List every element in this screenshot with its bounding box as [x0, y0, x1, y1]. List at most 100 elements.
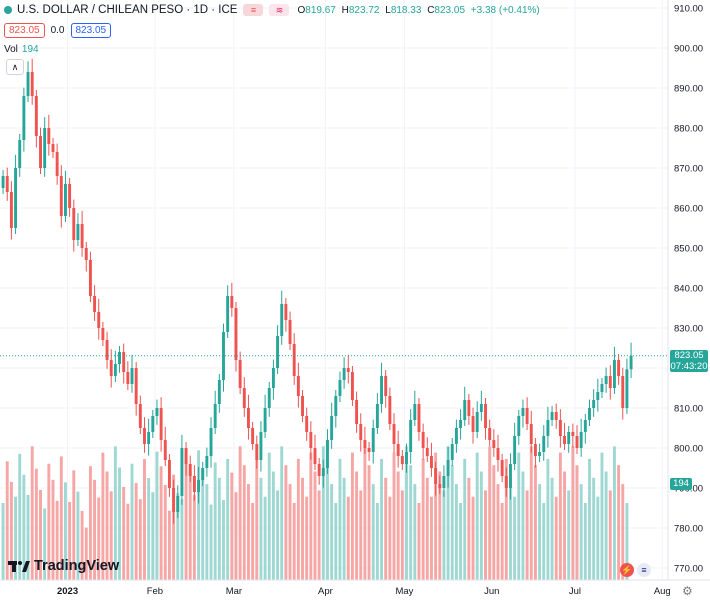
volume-bar [330, 484, 334, 580]
volume-bar [496, 484, 500, 580]
volume-bar [513, 496, 517, 580]
volume-bar [59, 456, 63, 580]
candle-body [64, 184, 67, 216]
compare-icon[interactable]: ≋ [269, 4, 290, 16]
candle-body [546, 420, 550, 436]
volume-bar [321, 446, 325, 580]
volume-bar [155, 451, 159, 580]
sell-price-button[interactable]: 823.05 [4, 23, 45, 38]
collapse-legend-icon[interactable]: ∧ [6, 59, 24, 75]
tradingview-logo[interactable]: TradingView [8, 558, 119, 574]
volume-bar [484, 490, 487, 580]
candle-body [429, 456, 433, 468]
volume-bar [367, 465, 371, 580]
candle-body [147, 432, 151, 444]
candle-body [529, 424, 533, 444]
volume-bar [255, 458, 259, 580]
candle-body [396, 444, 400, 456]
volume-bar [14, 496, 18, 580]
candle-body [375, 404, 379, 428]
volume-bar [147, 478, 151, 580]
flag-icon[interactable]: ≡ [243, 4, 264, 16]
volume-bar [201, 469, 205, 580]
candle-body [509, 464, 512, 488]
candle-body [118, 352, 121, 364]
volume-bar [388, 496, 392, 580]
candle-body [263, 408, 267, 432]
candle-body [338, 380, 342, 396]
candle-body [417, 404, 421, 432]
candle-body [267, 388, 271, 408]
candle-body [97, 312, 101, 328]
volume-bar [421, 458, 425, 580]
volume-bar [521, 471, 525, 580]
volume-axis-label: 194 [670, 478, 692, 490]
candle-body [68, 184, 72, 208]
candle-body [467, 400, 471, 416]
open-label: O [297, 4, 306, 16]
volume-bar [500, 503, 504, 580]
bar-countdown: 07:43:20 [670, 361, 708, 372]
volume-bar [617, 465, 621, 580]
volume-bar [251, 503, 255, 580]
volume-bar [479, 471, 483, 580]
candle-body [313, 448, 317, 464]
candle-body [247, 408, 250, 428]
volume-bar [288, 484, 292, 580]
price-tick-label: 770.00 [674, 564, 703, 575]
candle-body [521, 408, 525, 416]
candle-body [197, 480, 201, 492]
volume-bar [172, 474, 176, 580]
candle-body [409, 420, 413, 452]
candle-body [55, 152, 59, 176]
volume-bar [575, 465, 579, 580]
candle-body [9, 192, 13, 228]
candle-body [479, 404, 483, 412]
volume-value: 194 [21, 44, 39, 55]
candle-body [159, 408, 163, 440]
volume-bar [554, 496, 558, 580]
volume-bar [263, 496, 267, 580]
volume-bar [459, 503, 463, 580]
volume-bar [463, 458, 467, 580]
candle-body [84, 248, 88, 260]
volume-bar [400, 490, 404, 580]
candle-body [280, 304, 284, 336]
volume-bar [26, 494, 30, 580]
volume-bar [226, 458, 230, 580]
candle-body [629, 355, 633, 370]
volume-bar [167, 510, 171, 580]
candle-body [542, 436, 546, 452]
volume-bar [313, 471, 317, 580]
volume-bar [317, 490, 321, 580]
candle-body [271, 368, 275, 388]
volume-bar [134, 482, 138, 580]
candle-body [5, 176, 9, 192]
volume-bar [446, 446, 450, 580]
candle-body [583, 420, 587, 432]
price-tick-label: 870.00 [674, 164, 703, 175]
symbol-title[interactable]: U.S. DOLLAR / CHILEAN PESO · 1D · ICE [17, 4, 238, 16]
gear-icon[interactable]: ⚙ [682, 584, 693, 598]
candle-body [438, 484, 442, 488]
candle-body [122, 352, 126, 372]
lightning-event-icon[interactable]: ⚡ [620, 563, 634, 577]
volume-bar [425, 477, 429, 580]
candle-body [392, 424, 396, 444]
low-label: L [385, 4, 391, 16]
candle-body [558, 420, 562, 436]
candle-body [371, 428, 375, 452]
candle-body [612, 360, 616, 388]
volume-bar [380, 458, 383, 580]
candle-body [525, 408, 529, 424]
volume-bar [529, 446, 533, 580]
price-tick-label: 910.00 [674, 4, 703, 15]
ohlc-values: O819.67 H823.72 L818.33 C823.05 +3.38 (+… [297, 5, 542, 16]
us-flag-icon[interactable]: ≡ [637, 563, 651, 577]
buy-price-button[interactable]: 823.05 [70, 23, 112, 38]
volume-bar [109, 491, 113, 580]
volume-bar [230, 472, 234, 580]
candle-body [538, 452, 542, 456]
candle-body [575, 436, 579, 448]
